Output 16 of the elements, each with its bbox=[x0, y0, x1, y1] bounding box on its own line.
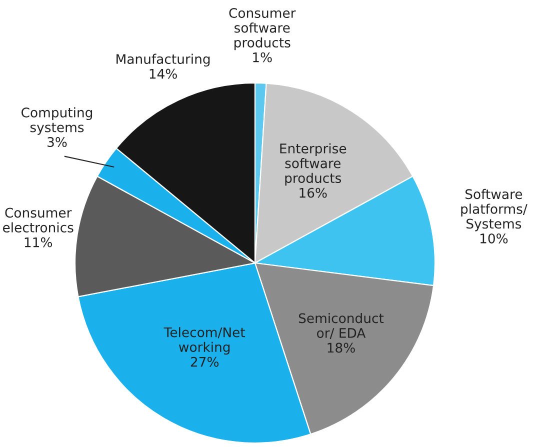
slice-label: Software platforms/ Systems bbox=[461, 188, 528, 232]
data-label: 3% bbox=[48, 137, 67, 148]
slice-label: Consumer software products bbox=[229, 8, 296, 50]
data-label: 11% bbox=[24, 237, 52, 248]
slice-label: Manufacturing bbox=[116, 54, 210, 67]
slice-label: Consumer electronics bbox=[2, 208, 74, 232]
slice-label: Enterprise software products bbox=[280, 143, 346, 186]
slice-label: Computing systems bbox=[22, 107, 92, 135]
slice-label: Telecom/Net working bbox=[164, 327, 246, 355]
data-label: 10% bbox=[480, 233, 508, 244]
slice-label: Semiconduct or/ EDA bbox=[298, 312, 384, 339]
data-label: 27% bbox=[190, 356, 219, 367]
data-label: 1% bbox=[253, 52, 272, 62]
data-label: 14% bbox=[150, 68, 177, 79]
data-label: 18% bbox=[328, 342, 355, 353]
data-label: 16% bbox=[300, 188, 327, 198]
